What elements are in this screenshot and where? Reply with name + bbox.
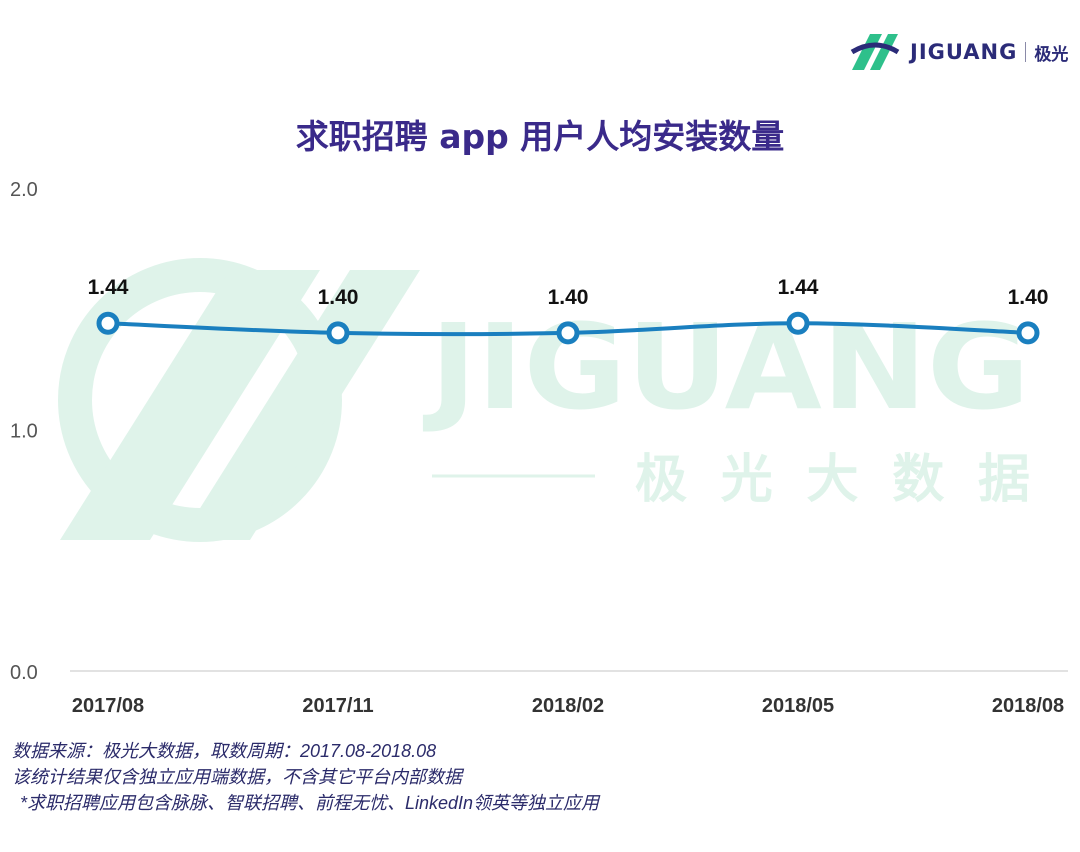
logo-chinese-name: 极光 (1034, 44, 1069, 64)
data-label: 1.40 (318, 286, 359, 309)
y-axis: 0.0 1.0 2.0 (10, 179, 38, 684)
x-tick-label: 2017/08 (72, 695, 144, 717)
x-axis: 2017/08 2017/11 2018/02 2018/05 2018/08 (72, 695, 1064, 717)
x-tick-label: 2018/02 (532, 695, 604, 717)
data-point (326, 321, 350, 345)
x-tick-label: 2017/11 (302, 695, 373, 717)
logo-divider (1025, 42, 1027, 62)
y-tick-label: 1.0 (10, 421, 38, 443)
data-label: 1.40 (548, 286, 589, 309)
watermark-logo-mark (58, 258, 420, 542)
x-tick-label: 2018/05 (762, 695, 834, 717)
y-tick-label: 0.0 (10, 662, 38, 684)
data-point (96, 311, 120, 335)
x-tick-label: 2018/08 (992, 695, 1064, 717)
watermark-subtitle: 极光大数据 (635, 450, 1030, 510)
watermark: JIGUANG 极光大数据 (58, 258, 1030, 542)
data-label: 1.44 (778, 276, 819, 299)
footnote-source: 数据来源：极光大数据，取数周期：2017.08-2018.08 (12, 741, 437, 761)
y-tick-label: 2.0 (10, 179, 38, 201)
data-point (556, 321, 580, 345)
brand-logo: JIGUANG 极光 (848, 30, 1068, 74)
footnote-definition: *求职招聘应用包含脉脉、智联招聘、前程无忧、LinkedIn领英等独立应用 (20, 793, 600, 813)
data-label: 1.44 (88, 276, 129, 299)
data-points (96, 311, 1040, 345)
footnote-scope: 该统计结果仅含独立应用端数据，不含其它平台内部数据 (12, 767, 462, 787)
chart-title: 求职招聘 app 用户人均安装数量 (295, 117, 785, 156)
jiguang-logo-icon (850, 34, 900, 70)
logo-wordmark: JIGUANG (910, 40, 1018, 64)
data-point (786, 311, 810, 335)
footnotes: 数据来源：极光大数据，取数周期：2017.08-2018.08 该统计结果仅含独… (12, 738, 599, 816)
data-labels: 1.44 1.40 1.40 1.44 1.40 (88, 276, 1049, 309)
data-label: 1.40 (1008, 286, 1049, 309)
data-point (1016, 321, 1040, 345)
watermark-wordmark: JIGUANG (423, 298, 1030, 436)
